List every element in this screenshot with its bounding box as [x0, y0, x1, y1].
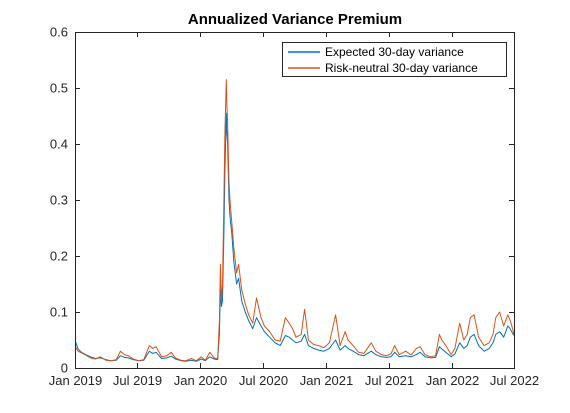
- y-tick-label: 0.6: [50, 25, 68, 40]
- x-tick-label: Jan 2022: [426, 373, 480, 388]
- x-tick-label: Jul 2020: [239, 373, 288, 388]
- series-layer: [74, 79, 515, 362]
- series-line-risk-neutral: [74, 79, 515, 362]
- plot-area: [75, 32, 514, 368]
- x-axis: Jan 2019 Jul 2019 Jan 2020 Jul 2020 Jan 2021…: [49, 32, 539, 388]
- y-axis: 0 0.1 0.2 0.3 0.4 0.5 0.6: [50, 25, 514, 376]
- legend: Expected 30-day variance Risk-neutral 30…: [282, 42, 507, 77]
- x-tick-label: Jan 2021: [300, 373, 354, 388]
- y-tick-label: 0.4: [50, 137, 68, 152]
- x-tick-label: Jan 2019: [49, 373, 103, 388]
- y-tick-label: 0.2: [50, 249, 68, 264]
- legend-box: [282, 42, 507, 77]
- y-tick-label: 0.1: [50, 305, 68, 320]
- x-tick-label: Jul 2022: [490, 373, 539, 388]
- x-tick-label: Jan 2020: [174, 373, 228, 388]
- chart-title: Annualized Variance Premium: [188, 11, 402, 28]
- series-line-expected: [74, 112, 515, 362]
- x-tick-label: Jul 2021: [365, 373, 414, 388]
- y-tick-label: 0.5: [50, 81, 68, 96]
- y-tick-label: 0: [61, 361, 68, 376]
- x-tick-label: Jul 2019: [113, 373, 162, 388]
- legend-label-expected: Expected 30-day variance: [325, 45, 464, 59]
- y-tick-label: 0.3: [50, 193, 68, 208]
- legend-label-risk-neutral: Risk-neutral 30-day variance: [325, 61, 478, 75]
